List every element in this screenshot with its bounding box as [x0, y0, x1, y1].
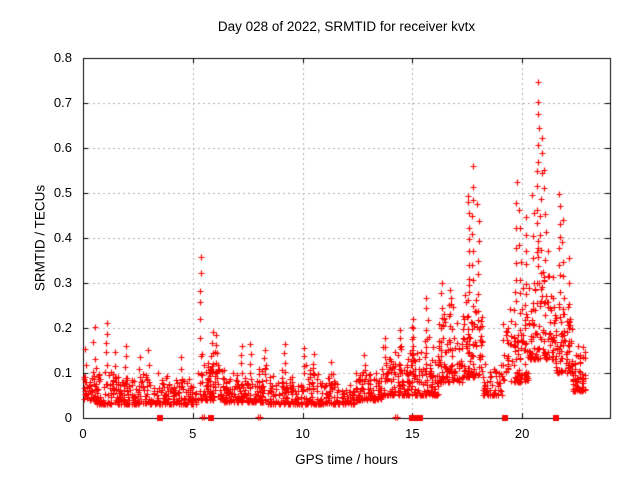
x-tick-label: 0 — [79, 426, 87, 441]
x-tick-label: 15 — [405, 426, 420, 441]
x-tick-label: 20 — [514, 426, 530, 441]
x-tick-label: 10 — [295, 426, 310, 441]
y-tick-label: 0.6 — [53, 140, 72, 155]
x-axis-label: GPS time / hours — [295, 452, 398, 467]
y-tick-label: 0.1 — [53, 365, 72, 380]
x-tick-label: 5 — [189, 426, 197, 441]
y-tick-label: 0.4 — [53, 230, 72, 245]
y-tick-label: 0.3 — [53, 275, 72, 290]
y-tick-label: 0.5 — [53, 185, 72, 200]
y-tick-label: 0.7 — [53, 95, 72, 110]
y-tick-label: 0.2 — [53, 320, 72, 335]
y-tick-label: 0.8 — [53, 50, 72, 65]
chart-title: Day 028 of 2022, SRMTID for receiver kvt… — [217, 19, 476, 34]
y-tick-label: 0 — [64, 410, 72, 425]
